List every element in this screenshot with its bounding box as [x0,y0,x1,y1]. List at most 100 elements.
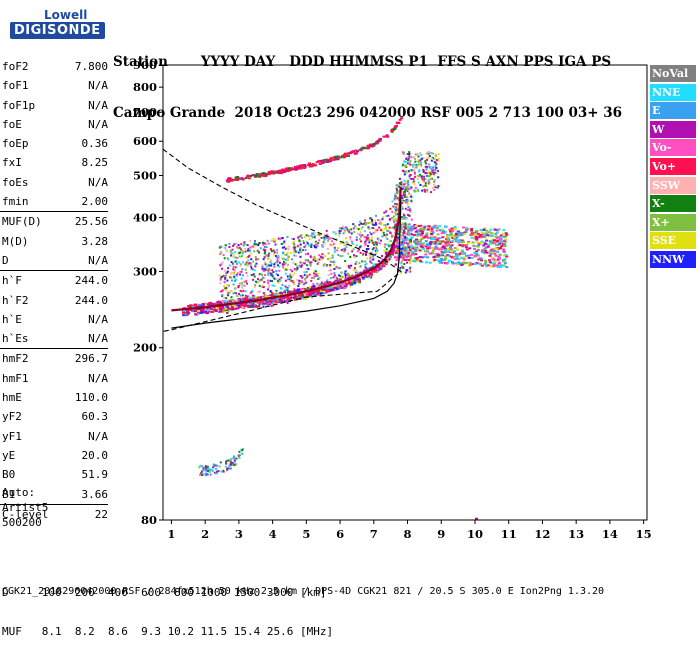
echo-point [238,270,241,273]
echo-point [385,236,388,239]
echo-point [393,215,396,218]
echo-point [495,237,499,240]
echo-point [396,220,399,223]
echo-point [427,179,430,182]
echo-point [245,271,248,274]
echo-point [305,267,308,270]
echo-point [382,224,385,227]
echo-point [318,254,321,257]
echo-point [306,242,309,245]
echo-point [294,168,298,171]
echo-point [252,278,255,281]
echo-point [474,235,478,238]
echo-point [412,240,416,243]
echo-point [478,262,482,265]
echo-point [299,235,302,238]
echo-point [333,246,336,249]
echo-point [229,289,232,292]
echo-point [327,238,330,241]
echo-point [405,170,408,173]
x-tick-label: 2 [201,527,209,541]
echo-point [403,255,407,258]
echo-point [427,175,430,178]
echo-point [474,237,478,240]
echo-point [312,283,315,286]
echo-point [484,261,488,264]
echo-point [402,170,405,173]
echo-point [401,223,405,226]
echo-point [377,219,380,222]
echo-point [402,266,405,269]
echo-point [325,291,328,294]
echo-point [384,258,388,261]
echo-point [305,234,308,237]
echo-point [395,203,398,206]
echo-point [443,230,447,233]
echo-point [275,255,278,258]
echo-point [462,258,466,261]
echo-point [365,248,368,251]
echo-point [386,223,389,226]
echo-point [243,242,246,245]
echo-point [283,240,286,243]
echo-point [329,282,333,285]
echo-point [354,262,357,265]
echo-point [408,241,412,244]
echo-point [286,275,289,278]
echo-point [419,229,423,232]
echo-point [422,185,425,188]
param-label: B0 [2,468,16,482]
echo-point [418,256,422,259]
echo-point [283,268,286,271]
echo-point [431,241,435,244]
echo-point [415,238,419,241]
echo-point [220,245,223,248]
echo-point [441,254,445,257]
echo-point [460,249,464,252]
echo-point [270,239,273,242]
echo-point [284,298,287,301]
echo-point [324,282,328,285]
echo-point [332,158,336,161]
echo-point [373,270,376,273]
echo-point [483,236,487,239]
echo-point [310,276,313,279]
echo-point [284,285,287,288]
echo-point [394,212,397,215]
echo-point [196,310,200,313]
echo-point [383,260,386,263]
echo-point [239,273,242,276]
echo-point [292,283,295,286]
echo-point [437,153,440,156]
echo-point [420,153,423,156]
echo-point [440,247,444,250]
echo-point [334,279,338,282]
trace-curves [162,148,402,333]
echo-point [309,264,312,267]
echo-point [267,257,270,260]
echo-point [234,304,237,307]
echo-point [303,236,306,239]
echo-point [370,233,373,236]
echo-point [385,248,388,251]
echo-point [490,248,494,251]
echo-point [315,258,318,261]
echo-point [263,261,266,264]
echo-point [312,232,315,235]
echo-point [332,289,335,292]
echo-point [385,259,389,262]
echo-point [424,161,427,164]
echo-point [376,241,379,244]
echo-point [339,266,342,269]
echo-point [292,238,295,241]
echo-point [182,314,186,317]
echo-point [422,157,425,160]
echo-point [430,191,433,194]
param-row: M(D) 3.28 [0,232,112,251]
echo-point [498,257,502,260]
echo-point [420,163,423,166]
echo-point [232,265,235,268]
echo-point [429,165,432,168]
echo-point [406,261,409,264]
echo-point [332,156,336,159]
